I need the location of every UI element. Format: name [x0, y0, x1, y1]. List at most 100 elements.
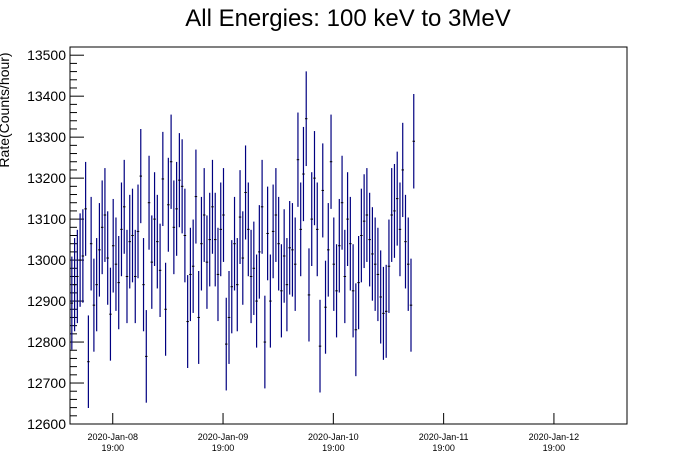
data-point	[180, 139, 184, 234]
data-point	[379, 250, 382, 344]
data-point	[205, 215, 209, 309]
data-point	[382, 266, 385, 360]
data-points	[70, 71, 415, 408]
data-point	[340, 155, 344, 250]
data-point	[139, 128, 143, 224]
data-point	[338, 198, 341, 293]
x-tick-label-date: 2020-Jan-09	[198, 432, 249, 442]
y-tick-label: 12800	[27, 334, 66, 350]
data-point	[109, 267, 112, 361]
data-point	[260, 159, 264, 254]
x-tick-label-time: 19:00	[322, 443, 345, 453]
data-point	[324, 260, 327, 354]
data-point	[73, 238, 76, 332]
data-point	[271, 184, 275, 279]
data-point	[249, 229, 253, 324]
data-point	[304, 71, 308, 167]
data-point	[225, 297, 228, 391]
data-point	[384, 264, 388, 358]
data-point	[216, 227, 220, 322]
data-point	[134, 229, 137, 324]
x-tick-label-date: 2020-Jan-10	[308, 432, 359, 442]
data-point	[346, 172, 349, 267]
data-point	[291, 203, 294, 297]
data-point	[78, 213, 82, 307]
data-point	[258, 205, 261, 299]
data-point	[145, 310, 148, 403]
data-point	[360, 188, 363, 283]
data-point	[103, 168, 107, 262]
data-point	[213, 192, 217, 287]
data-point	[354, 283, 358, 377]
y-tick-label: 13500	[27, 47, 66, 63]
data-point	[227, 270, 231, 364]
data-point	[404, 194, 407, 289]
y-axis: 12600 12700 12800 12900 13000 13100 13200 13300…	[27, 47, 84, 432]
data-point	[136, 184, 140, 279]
data-point	[236, 238, 239, 332]
data-point	[178, 133, 181, 228]
x-axis: 2020-Jan-0819:002020-Jan-0919:002020-Jan…	[87, 413, 579, 453]
data-point	[92, 258, 96, 352]
data-point	[161, 131, 165, 227]
data-point	[175, 161, 178, 256]
data-point	[142, 238, 145, 332]
data-point	[376, 227, 380, 322]
data-point	[202, 168, 206, 262]
data-point	[293, 217, 297, 311]
data-point	[362, 174, 366, 269]
data-point	[407, 217, 410, 311]
data-point	[233, 196, 236, 291]
y-axis-label: Rate(Counts/hour)	[0, 52, 12, 167]
data-point	[327, 203, 330, 297]
y-tick-label: 12600	[27, 416, 66, 432]
data-point	[266, 186, 269, 281]
data-point	[98, 203, 101, 297]
data-point	[241, 211, 245, 305]
data-point	[183, 188, 187, 283]
x-tick-label-date: 2020-Jan-12	[529, 432, 580, 442]
data-point	[169, 114, 173, 209]
data-point	[150, 215, 154, 309]
y-tick-label: 13400	[27, 88, 66, 104]
data-point	[128, 194, 131, 289]
data-point	[357, 236, 360, 330]
data-point	[117, 236, 120, 330]
data-point	[302, 126, 305, 222]
data-point	[70, 256, 74, 350]
data-point	[395, 151, 399, 246]
data-point	[393, 163, 396, 258]
data-point	[172, 180, 176, 275]
data-point	[87, 315, 90, 408]
data-point	[189, 227, 192, 322]
data-point	[230, 240, 234, 334]
data-point	[114, 217, 118, 311]
y-tick-label: 13100	[27, 211, 66, 227]
data-point	[81, 209, 85, 303]
data-point	[167, 157, 170, 252]
x-tick-label-date: 2020-Jan-11	[419, 432, 469, 442]
data-point	[373, 217, 377, 311]
data-point	[191, 219, 195, 313]
y-tick-label: 13200	[27, 170, 66, 186]
data-point	[164, 262, 167, 356]
data-point	[277, 196, 280, 291]
data-point	[89, 196, 93, 291]
data-point	[263, 295, 267, 389]
data-point	[95, 238, 98, 332]
data-point	[335, 244, 338, 338]
data-point	[282, 209, 286, 303]
data-point	[200, 196, 203, 291]
data-point	[244, 145, 247, 240]
data-point	[238, 170, 242, 264]
x-tick-label-date: 2020-Jan-08	[87, 432, 138, 442]
data-point	[186, 275, 189, 369]
plot-frame	[69, 46, 628, 425]
data-point	[409, 258, 413, 352]
y-tick-label: 12900	[27, 293, 66, 309]
data-point	[208, 192, 211, 287]
data-point	[316, 182, 319, 277]
data-point	[158, 223, 162, 318]
data-point	[387, 219, 391, 313]
